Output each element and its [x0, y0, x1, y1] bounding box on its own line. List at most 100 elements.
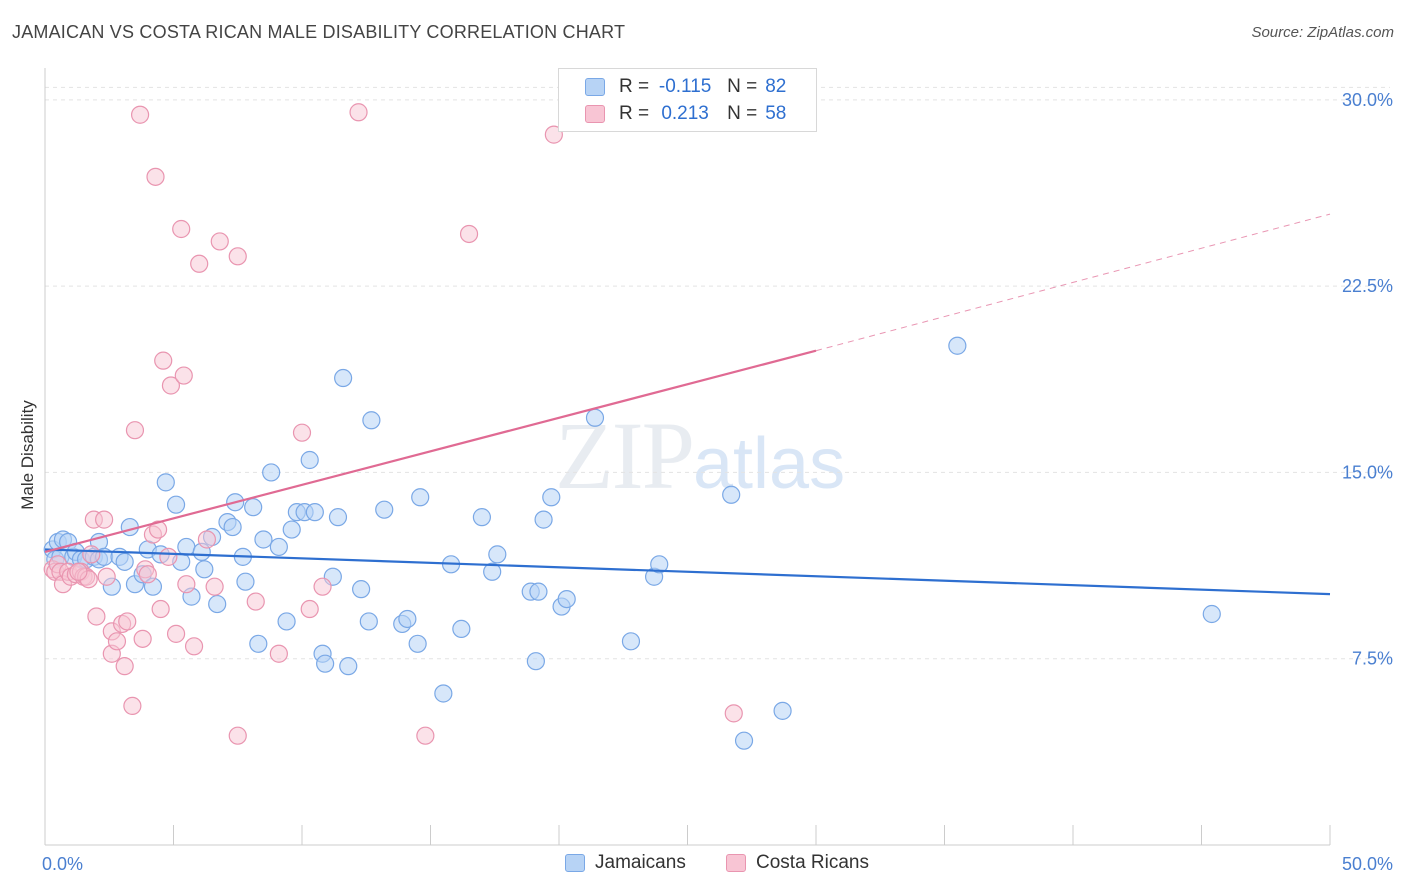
costa-ricans-point: [148, 520, 168, 539]
jamaicans-point: [650, 555, 669, 574]
costa-ricans-point: [172, 219, 191, 239]
jamaicans-point: [254, 530, 273, 549]
jamaicans-point: [244, 498, 263, 517]
jamaicans-point: [195, 560, 214, 579]
costa-ricans-point: [459, 224, 479, 244]
legend-r-label: R =: [619, 76, 650, 97]
jamaicans-point: [249, 634, 268, 653]
costa-ricans-point: [210, 232, 229, 251]
jamaicans-point: [177, 537, 196, 557]
jamaicans-point: [208, 594, 227, 614]
jamaicans-point: [282, 520, 301, 539]
costa-ricans-point: [184, 637, 204, 656]
jamaicans-point: [948, 336, 967, 355]
jamaicans-point: [557, 589, 576, 609]
jamaicans-swatch: [565, 854, 585, 872]
costa-ricans-point: [133, 629, 152, 648]
jamaicans-point: [305, 503, 324, 522]
costa-ricans-point: [87, 607, 106, 626]
costa-ricans-point: [313, 577, 332, 596]
jamaicans-point: [734, 731, 754, 750]
jamaicans-swatch: [585, 78, 605, 96]
costa-ricans-points: [43, 103, 743, 745]
jamaicans-point: [316, 654, 335, 673]
legend-item-jamaicans[interactable]: Jamaicans: [565, 852, 686, 874]
axes: [44, 68, 1331, 846]
costa-ricans-point: [292, 423, 312, 442]
jamaicans-point: [236, 572, 255, 591]
jamaicans-point: [452, 619, 471, 639]
jamaicans-point: [120, 517, 139, 537]
jamaicans-point: [328, 508, 348, 527]
chart-title: JAMAICAN VS COSTA RICAN MALE DISABILITY …: [12, 22, 626, 42]
jamaicans-point: [1202, 604, 1221, 624]
jamaicans-point: [542, 488, 561, 507]
jamaicans-point: [483, 562, 502, 581]
jamaicans-point: [156, 473, 175, 492]
jamaicans-point: [166, 495, 186, 514]
costa-ricans-point: [228, 726, 247, 745]
costa-ricans-point: [125, 421, 145, 440]
legend-n-label: N =: [727, 103, 758, 124]
jamaicans-point: [352, 580, 371, 599]
jamaicans-point: [115, 552, 134, 571]
jamaicans-point: [773, 701, 792, 720]
y-tick-label: 22.5%: [1342, 276, 1393, 296]
costa-ricans-point: [197, 530, 217, 549]
legend-r-value: 0.213: [661, 103, 709, 124]
jamaicans-point: [398, 609, 417, 629]
source-credit: Source: ZipAtlas.com: [1251, 24, 1394, 41]
y-tick-label: 30.0%: [1342, 90, 1393, 110]
jamaicans-point: [488, 545, 507, 564]
legend-item-label: Costa Ricans: [756, 852, 869, 873]
jamaicans-point: [534, 510, 553, 529]
legend-item-costa-ricans[interactable]: Costa Ricans: [726, 852, 869, 874]
jamaicans-point: [411, 488, 430, 507]
costa-ricans-point: [190, 254, 209, 273]
costa-ricans-point: [724, 704, 743, 723]
jamaicans-point: [375, 500, 394, 519]
jamaicans-point: [277, 612, 296, 631]
costa-ricans-point: [138, 565, 157, 584]
jamaicans-point: [269, 537, 288, 557]
costa-ricans-swatch: [585, 105, 605, 123]
legend-r-value: -0.115: [658, 76, 712, 97]
y-tick-label: 7.5%: [1352, 649, 1393, 669]
x-tick-label: 0.0%: [42, 854, 83, 874]
legend-r-label: R =: [619, 103, 650, 124]
costa-ricans-point: [159, 547, 178, 566]
costa-ricans-point: [177, 575, 196, 594]
costa-ricans-point: [161, 376, 181, 395]
costa-ricans-point: [174, 366, 193, 385]
jamaicans-point: [359, 612, 378, 631]
costa-ricans-point: [123, 696, 142, 716]
jamaicans-point: [585, 408, 605, 427]
trend-lines: [44, 213, 1331, 596]
legend-row-costa-ricans: R = 0.213 N = 58: [585, 102, 786, 126]
correlation-legend: R = -0.115 N = 82 R = 0.213 N = 58: [558, 68, 817, 132]
costa-ricans-point: [82, 545, 101, 564]
costa-ricans-point: [205, 577, 224, 596]
y-tick-label: 15.0%: [1342, 462, 1393, 482]
costa-ricans-point: [130, 105, 150, 124]
costa-ricans-point: [69, 562, 88, 581]
jamaicans-point: [334, 368, 353, 388]
costa-ricans-point: [95, 510, 114, 529]
costa-ricans-point: [269, 644, 288, 663]
costa-ricans-point: [246, 592, 265, 611]
watermark: ZIPatlas: [555, 400, 845, 511]
costa-ricans-point: [349, 103, 368, 122]
jamaicans-point: [223, 517, 242, 537]
costa-ricans-point: [166, 624, 186, 643]
jamaicans-point: [434, 684, 453, 703]
jamaicans-trend-line: [44, 548, 1331, 596]
costa-ricans-point: [115, 657, 134, 676]
costa-ricans-point: [300, 599, 319, 619]
costa-ricans-trend-extension: [815, 213, 1331, 352]
jamaicans-point: [529, 582, 548, 601]
jamaicans-point: [408, 634, 427, 653]
costa-ricans-point: [107, 632, 127, 651]
costa-ricans-point: [228, 247, 247, 266]
series-legend: Jamaicans Costa Ricans: [0, 852, 1406, 876]
